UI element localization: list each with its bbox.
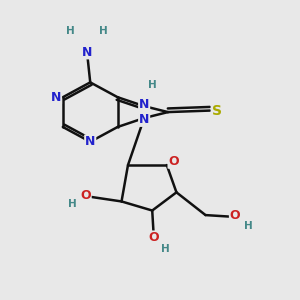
Text: H: H [148,80,157,90]
Text: H: H [99,26,107,36]
Text: H: H [68,200,76,209]
Text: H: H [244,221,253,231]
Text: N: N [51,91,61,104]
Text: O: O [148,231,159,244]
Text: N: N [85,135,95,148]
Text: O: O [230,208,240,222]
Text: H: H [161,244,170,254]
Text: N: N [82,46,92,59]
Text: S: S [212,103,222,118]
Text: O: O [168,155,179,168]
Text: N: N [139,98,149,111]
Text: N: N [139,113,149,126]
Text: O: O [80,189,91,202]
Text: H: H [67,26,75,36]
